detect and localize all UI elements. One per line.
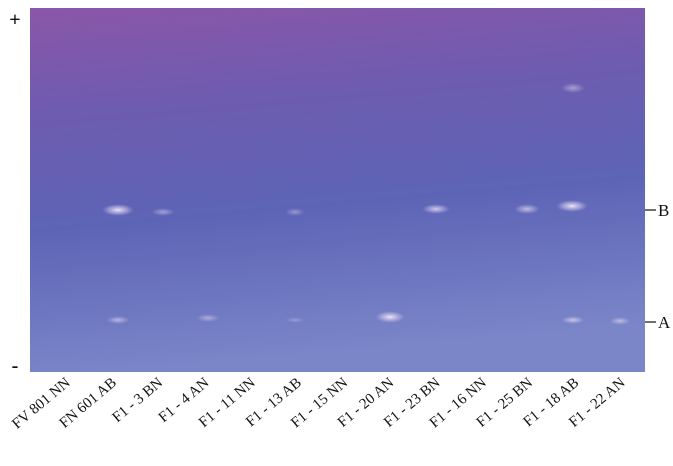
band	[196, 314, 220, 322]
band	[609, 317, 631, 325]
band	[561, 316, 585, 324]
band	[151, 208, 175, 216]
band	[375, 311, 405, 323]
band	[106, 316, 130, 324]
polarity-plus: +	[9, 9, 20, 31]
band	[561, 83, 585, 93]
band	[285, 208, 305, 216]
polarity-minus: -	[12, 355, 19, 377]
band	[102, 204, 134, 216]
bands	[102, 83, 631, 325]
band	[514, 204, 540, 214]
lane-label: F1 - 3 BN	[110, 375, 167, 426]
marker-label: A	[658, 313, 671, 332]
gel	[30, 8, 645, 372]
band	[285, 317, 305, 323]
band	[556, 200, 588, 212]
marker-label: B	[658, 201, 669, 220]
band	[422, 204, 450, 214]
